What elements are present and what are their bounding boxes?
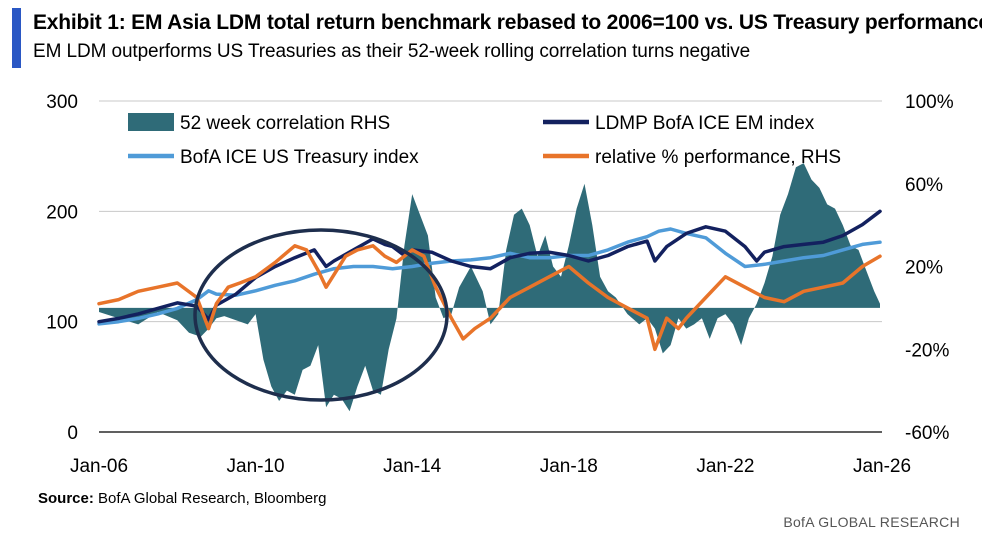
y-right-tick-label: -20%: [905, 340, 949, 361]
y-right-tick-label: 100%: [905, 92, 954, 113]
legend-correlation-swatch: [128, 113, 174, 131]
treasury-line: [97, 227, 882, 326]
x-tick-label: Jan-10: [227, 456, 285, 477]
x-tick-label: Jan-14: [383, 456, 442, 477]
correlation-area-shape: [99, 163, 880, 412]
axes: 300 200 100 0 100% 60% 20% -20% -60% Jan-06 Jan-10…: [46, 92, 953, 477]
brand-label: BofA GLOBAL RESEARCH: [783, 514, 960, 530]
y-right-tick-label: -60%: [905, 423, 949, 444]
x-tick-label: Jan-22: [696, 456, 754, 477]
annotation-ellipse: [193, 228, 449, 402]
y-left-tick-label: 300: [46, 92, 78, 113]
legend-ldmp-label: LDMP BofA ICE EM index: [595, 113, 815, 134]
y-left-tick-label: 200: [46, 202, 78, 223]
chart-title: Exhibit 1: EM Asia LDM total return benc…: [33, 11, 982, 34]
y-left-tick-label: 0: [67, 423, 78, 444]
relative-line: [97, 244, 882, 352]
legend-correlation-label: 52 week correlation RHS: [180, 113, 390, 134]
series-lines: [97, 209, 882, 352]
y-right-tick-label: 60%: [905, 175, 943, 196]
y-left-tick-label: 100: [46, 313, 78, 334]
chart-subtitle: EM LDM outperforms US Treasuries as thei…: [33, 41, 751, 62]
x-tick-label: Jan-18: [540, 456, 598, 477]
source-note: Source: BofA Global Research, Bloomberg: [38, 490, 326, 507]
x-tick-label: Jan-06: [70, 456, 128, 477]
legend: 52 week correlation RHS LDMP BofA ICE EM …: [128, 113, 841, 168]
y-right-tick-label: 20%: [905, 258, 943, 279]
correlation-area: [99, 163, 880, 412]
source-label: Source:: [38, 490, 94, 507]
ldmp-line: [97, 209, 882, 324]
source-text: BofA Global Research, Bloomberg: [93, 490, 327, 507]
legend-treasury-label: BofA ICE US Treasury index: [180, 147, 419, 168]
legend-relative-label: relative % performance, RHS: [595, 147, 841, 168]
accent-bar: [12, 8, 21, 68]
x-tick-label: Jan-26: [853, 456, 911, 477]
